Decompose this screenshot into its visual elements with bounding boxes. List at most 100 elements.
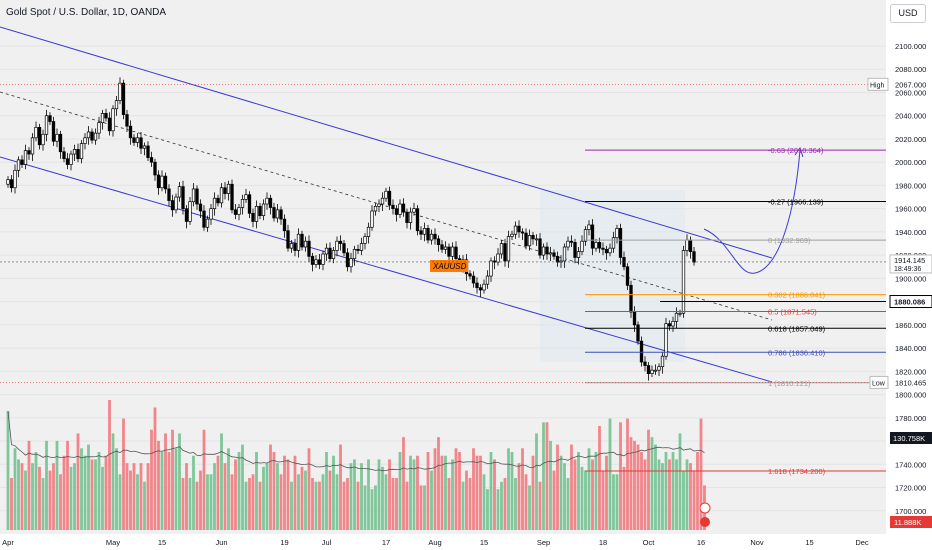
volume-bar — [178, 433, 181, 530]
candle-body — [58, 133, 63, 153]
volume-bar — [69, 466, 73, 530]
candle-body — [41, 133, 45, 146]
candle-body — [90, 131, 94, 141]
high-tag-label: High — [870, 82, 885, 89]
candle-body — [489, 260, 493, 277]
volume-bar — [59, 474, 62, 530]
candle-body — [615, 228, 619, 239]
low-tag — [869, 375, 889, 389]
volume-bar — [220, 433, 223, 530]
volume-bar — [563, 463, 566, 530]
fib-level-label: 1.618 (1734.200) — [768, 467, 826, 476]
candle-body — [482, 283, 486, 291]
volume-bar — [38, 466, 41, 530]
x-tick-label: 16 — [697, 538, 705, 547]
volume-bar — [349, 463, 353, 530]
candle-body — [167, 188, 171, 201]
volume-bar — [318, 481, 321, 530]
candle-body — [335, 240, 339, 251]
candle-body — [527, 235, 532, 247]
volume-bar — [115, 448, 118, 530]
candle-body — [135, 137, 140, 143]
candle-body — [160, 175, 164, 189]
volume-bar — [608, 418, 612, 530]
volume-bar — [381, 466, 384, 530]
volume-bar — [440, 455, 444, 530]
volume-bar — [314, 481, 318, 530]
candle-body — [436, 238, 441, 246]
volume-bar — [332, 455, 335, 530]
symbol-tag — [430, 260, 468, 272]
volume-bar — [629, 437, 633, 530]
volume-bar — [696, 452, 699, 530]
volume-bar — [6, 411, 10, 530]
candle-body — [611, 237, 616, 249]
volume-bar — [622, 466, 626, 530]
candle-body — [573, 242, 577, 258]
volume-bar — [552, 470, 556, 530]
volume-bar — [654, 444, 657, 530]
currency-button[interactable]: USD — [890, 4, 926, 23]
projection-arrow-head — [794, 146, 804, 158]
candle-body — [216, 197, 220, 204]
alert-icon[interactable] — [699, 502, 711, 514]
candle-body — [601, 247, 605, 250]
volume-bar — [185, 463, 188, 530]
candle-body — [261, 203, 266, 216]
volume-bar — [615, 474, 619, 530]
volume-bar — [580, 466, 584, 530]
candle-body — [688, 239, 693, 253]
volume-bar — [556, 444, 559, 530]
volume-bar — [367, 459, 370, 530]
candle-body — [209, 208, 213, 220]
candle-body — [408, 211, 413, 223]
candle-body — [65, 158, 70, 165]
candle-body — [594, 242, 598, 249]
high-price-label: 2067.000 — [895, 80, 926, 89]
volume-bar — [353, 459, 356, 530]
candle-body — [583, 229, 588, 242]
candle-body — [132, 137, 136, 143]
y-tick-label: 2000.000 — [895, 158, 926, 167]
y-tick-label: 1780.000 — [895, 414, 926, 423]
candle-body — [198, 203, 203, 212]
candle-body — [275, 209, 280, 219]
x-tick-label: Nov — [750, 538, 764, 547]
volume-bar — [409, 455, 412, 530]
volume-bar — [661, 463, 664, 530]
volume-bar — [566, 478, 570, 530]
volume-bar — [101, 466, 104, 530]
candle-body — [142, 145, 147, 149]
event-icon[interactable] — [700, 517, 710, 527]
candle-body — [580, 240, 584, 253]
volume-bar — [482, 474, 486, 530]
volume-bar — [360, 463, 363, 530]
y-tick-label: 2020.000 — [895, 135, 926, 144]
candle-body — [219, 187, 224, 204]
volume-bar — [598, 426, 601, 530]
y-tick-label: 1840.000 — [895, 344, 926, 353]
volume-bar — [545, 422, 549, 530]
candle-body — [97, 122, 101, 134]
volume-profile-zone — [540, 190, 685, 362]
fib-level-label: 0.786 (1836.410) — [768, 348, 826, 357]
candle-body — [79, 143, 84, 160]
volume-bar — [447, 478, 451, 530]
volume-bar — [388, 459, 391, 530]
volume-bar — [384, 474, 388, 530]
x-tick-label: 19 — [280, 538, 288, 547]
low-tag-label: Low — [872, 380, 886, 387]
volume-bar — [363, 485, 367, 530]
volume-bar — [458, 452, 461, 530]
time-axis — [0, 534, 886, 550]
chart-title: Gold Spot / U.S. Dollar, 1D, OANDA — [6, 7, 167, 18]
volume-bar — [80, 448, 83, 530]
candle-body — [450, 246, 455, 257]
volume-bar — [489, 452, 493, 530]
volume-bar — [535, 433, 538, 530]
volume-bar — [118, 474, 122, 530]
candle-body — [328, 247, 332, 259]
volume-bar — [111, 433, 115, 530]
candle-body — [597, 242, 602, 249]
